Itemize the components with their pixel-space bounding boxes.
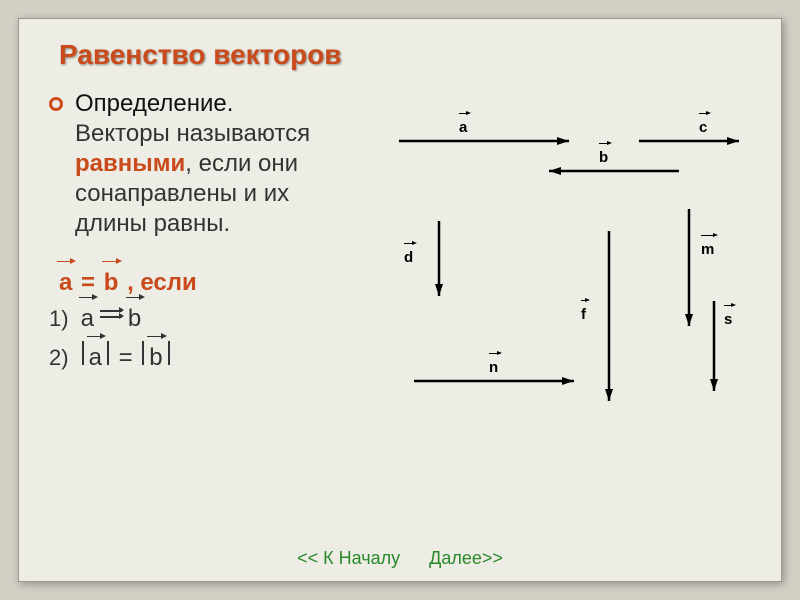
diagram-area: a c b d f m s n (369, 81, 751, 461)
formula-cond-2: 2) a = b (49, 341, 359, 372)
definition-item: Определение. Векторы называются равными,… (49, 89, 359, 239)
formula-cond-1: 1) a b (49, 305, 359, 333)
vector-b-c2: b (147, 344, 164, 372)
definition-body-before: Векторы называются (75, 120, 310, 147)
mag-open-a (82, 341, 84, 365)
slide-title: Равенство векторов (19, 19, 781, 81)
nav-back-link[interactable]: << К Началу (297, 548, 400, 568)
vector-label-b: b (599, 149, 608, 166)
vector-label-a: a (459, 119, 467, 136)
content-area: Определение. Векторы называются равными,… (19, 81, 781, 461)
vector-b-symbol: b (102, 269, 121, 297)
mag-close-b (168, 341, 170, 365)
vector-label-d: d (404, 249, 413, 266)
if-word: , если (127, 269, 197, 297)
definition-text: Определение. Векторы называются равными,… (75, 89, 359, 239)
formula-block: a = b , если 1) a b 2) a = (49, 269, 359, 372)
definition-lead: Определение. (75, 90, 233, 117)
nav-next-link[interactable]: Далее>> (429, 548, 503, 568)
list-number-1: 1) (49, 306, 69, 332)
vector-label-c: c (699, 119, 707, 136)
definition-highlight: равными (75, 150, 185, 177)
vector-label-s: s (724, 311, 732, 328)
nav-bar: << К Началу Далее>> (19, 548, 781, 569)
vector-label-n: n (489, 359, 498, 376)
list-number-2: 2) (49, 345, 69, 371)
slide: Равенство векторов Определение. Векторы … (18, 18, 782, 582)
codirectional-icon (100, 306, 122, 326)
vector-a-symbol: a (57, 269, 74, 297)
vector-label-m: m (701, 241, 714, 258)
equals-sign: = (81, 269, 95, 297)
text-column: Определение. Векторы называются равными,… (49, 81, 369, 461)
vector-diagram (369, 81, 751, 461)
vector-label-f: f (581, 306, 586, 323)
vector-a-c1: a (79, 305, 96, 333)
vector-b-c1: b (126, 305, 143, 333)
vector-a-c2: a (87, 344, 104, 372)
formula-main: a = b , если (49, 269, 359, 297)
mag-open-b (142, 341, 144, 365)
bullet-icon (49, 97, 63, 111)
equals-sign-2: = (119, 344, 133, 372)
mag-close-a (107, 341, 109, 365)
